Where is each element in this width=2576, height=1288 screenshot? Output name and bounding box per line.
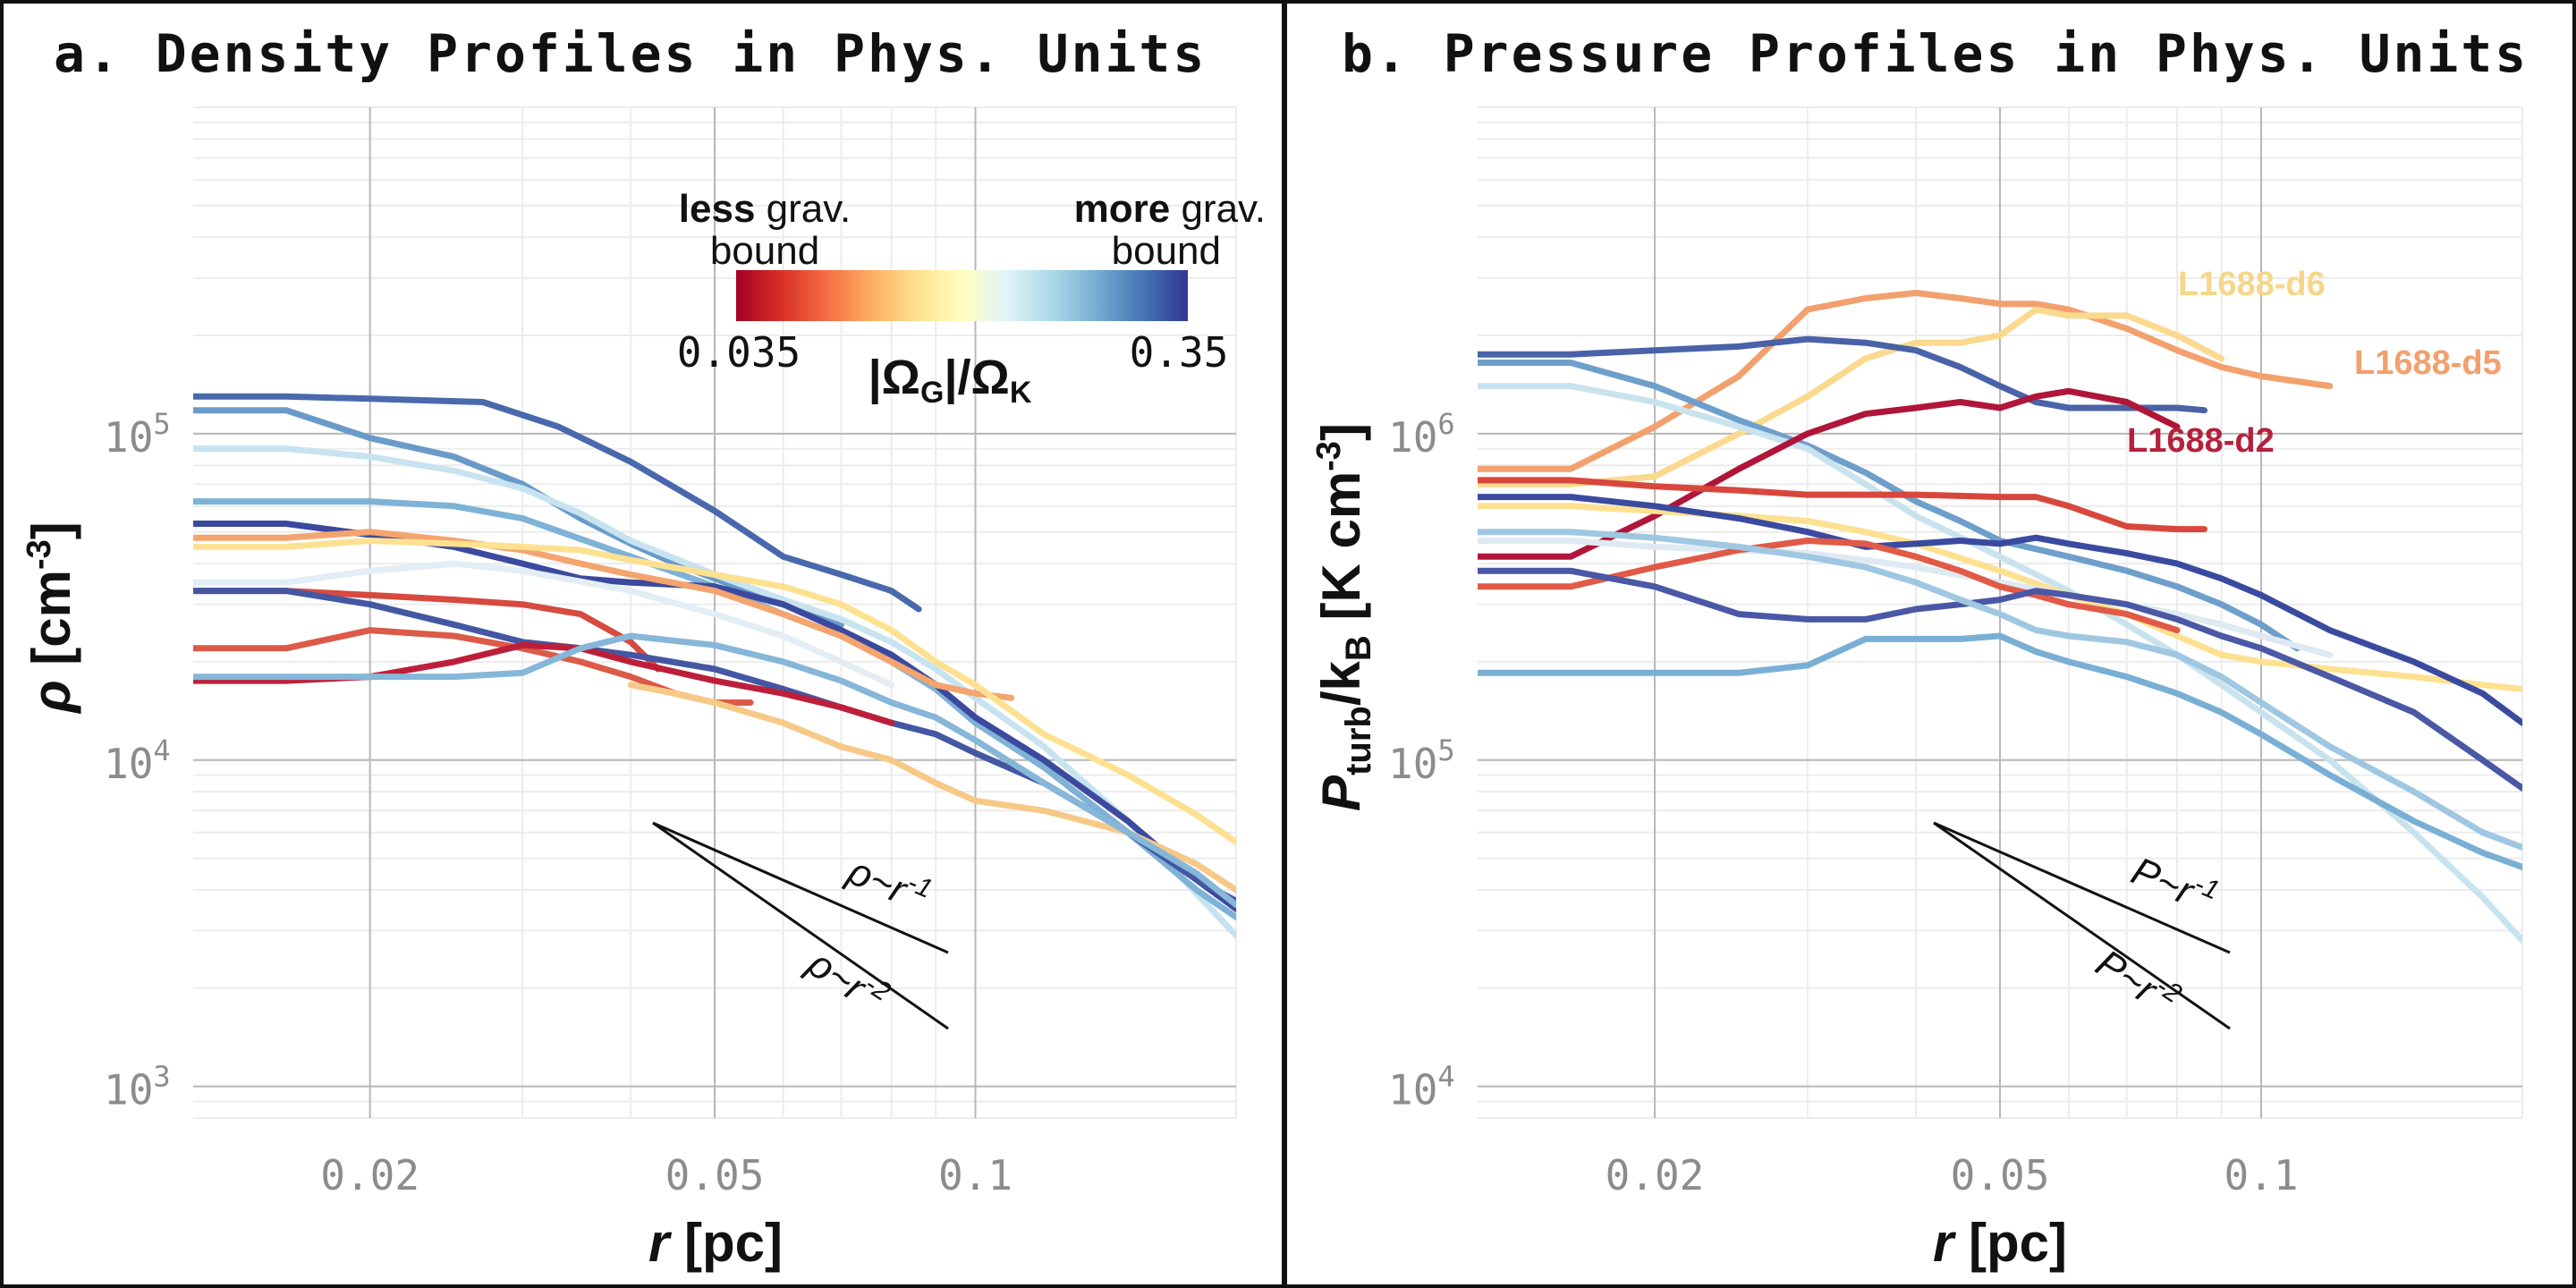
panel-b-series-4-line xyxy=(1478,360,2301,652)
colorbar: less grav. bound more grav. bound 0.035 … xyxy=(677,187,1266,410)
panel-b-xticks: 0.02 0.05 0.1 xyxy=(1606,1151,2299,1199)
panel-a-series xyxy=(193,393,1236,939)
panel-a-series-8-line xyxy=(193,560,895,689)
panel-b-frame xyxy=(1284,0,2576,1288)
panel-b-yticks: 104 105 106 xyxy=(1388,407,1455,1114)
panel-a-series-9-line xyxy=(193,588,662,673)
slope-label-r1-b: P~r-1 xyxy=(2125,844,2224,922)
colorbar-title: |ΩG|/ΩK xyxy=(869,351,1032,410)
x-tick-label: 0.05 xyxy=(665,1151,765,1199)
panel-b-series-3-line xyxy=(1478,335,2207,414)
panel-a-series-2-line xyxy=(193,407,844,628)
panel-b-series-2-line xyxy=(1478,306,2225,487)
panel-b-series-12-line xyxy=(1478,567,2522,792)
panel-a-yticks: 103 104 105 xyxy=(104,407,171,1114)
slope-label-r2-a: ρ~r-2 xyxy=(799,936,896,1023)
panel-b-title: b. Pressure Profiles in Phys. Units xyxy=(1342,23,2529,84)
slope-line-r1-b xyxy=(1933,821,2231,954)
x-tick-label: 0.1 xyxy=(2224,1151,2298,1199)
panel-a-title: a. Density Profiles in Phys. Units xyxy=(54,23,1207,84)
panel-a-xticks: 0.02 0.05 0.1 xyxy=(320,1151,1013,1199)
panel-b-series-14-line xyxy=(1478,632,2522,870)
panel-a-series-3-line xyxy=(193,445,1236,939)
panel-a-series-7-line xyxy=(193,538,1236,846)
x-tick-label: 0.02 xyxy=(1606,1151,1705,1199)
colorbar-min-label: 0.035 xyxy=(677,328,801,377)
y-tick-label: 106 xyxy=(1388,407,1455,462)
y-tick-label: 103 xyxy=(104,1060,171,1114)
slope-line-r1-a xyxy=(652,821,949,954)
slope-line-r2-b xyxy=(1933,821,2231,1030)
y-tick-label: 105 xyxy=(1388,733,1455,788)
panel-a: a. Density Profiles in Phys. Units 0.02 0… xyxy=(21,23,1266,1273)
slope-line-r2-a xyxy=(652,821,949,1030)
x-tick-label: 0.1 xyxy=(938,1151,1013,1199)
panel-b-series-7-line xyxy=(1478,477,2207,533)
panel-b-series-9-line xyxy=(1478,494,2522,726)
panel-a-series-6-line xyxy=(193,529,1015,701)
annotation-l1688-d6: L1688-d6 xyxy=(2178,266,2326,303)
annotation-l1688-d2: L1688-d2 xyxy=(2127,422,2275,460)
panel-b: b. Pressure Profiles in Phys. Units 0.02… xyxy=(1310,23,2529,1273)
slope-label-r2-b: P~r-2 xyxy=(2089,937,2188,1025)
panel-b-xlabel: r [pc] xyxy=(1933,1213,2067,1273)
panel-a-series-14-line xyxy=(193,632,1236,909)
y-tick-label: 104 xyxy=(1388,1060,1455,1114)
colorbar-max-label: 0.35 xyxy=(1130,328,1229,377)
panel-b-series-10-line xyxy=(1478,538,2334,658)
colorbar-gradient xyxy=(736,270,1188,321)
colorbar-less-label: less grav. xyxy=(679,187,851,231)
y-tick-label: 104 xyxy=(104,733,171,788)
panel-b-series-11-line xyxy=(1478,538,2181,634)
panel-b-series-6-line xyxy=(1478,387,2181,560)
colorbar-less-line2: bound xyxy=(710,229,819,273)
colorbar-more-line2: bound xyxy=(1112,229,1221,273)
annotation-l1688-d5: L1688-d5 xyxy=(2354,344,2502,382)
panel-b-ylabel: Pturb/kB [K cm-3] xyxy=(1310,423,1378,811)
panel-b-series-5-line xyxy=(1478,383,2522,944)
panel-b-series xyxy=(1478,290,2522,944)
panel-b-series-13-line xyxy=(1478,529,2522,851)
colorbar-more-label: more grav. xyxy=(1074,187,1266,231)
panel-a-series-13-line xyxy=(193,641,895,726)
slope-label-r1-a: ρ~r-1 xyxy=(840,844,936,922)
y-tick-label: 105 xyxy=(104,407,171,462)
panel-a-xlabel: r [pc] xyxy=(648,1213,783,1273)
panel-a-ylabel: ρ [cm-3] xyxy=(21,521,81,714)
panel-a-series-1-line xyxy=(193,393,922,613)
x-tick-label: 0.02 xyxy=(320,1151,419,1199)
x-tick-label: 0.05 xyxy=(1951,1151,2050,1199)
